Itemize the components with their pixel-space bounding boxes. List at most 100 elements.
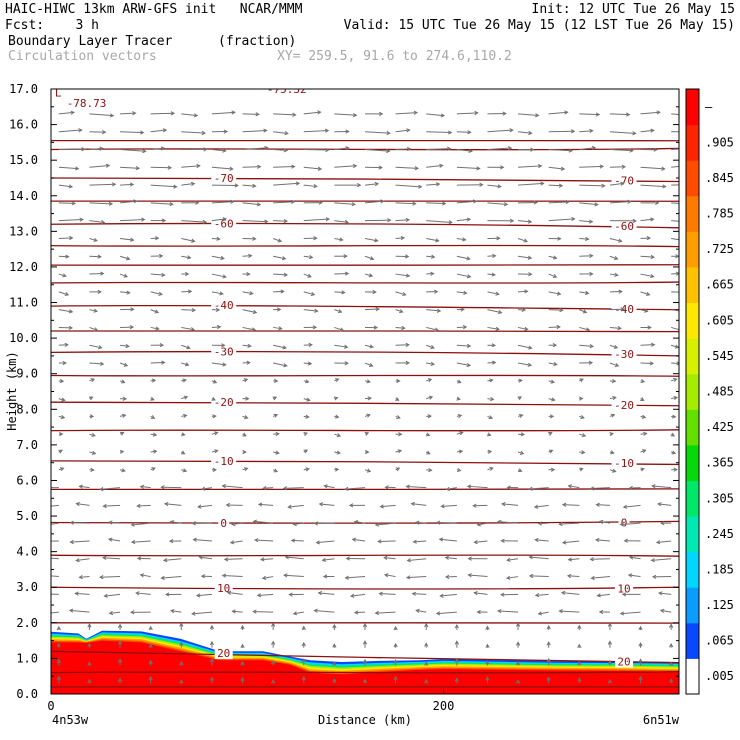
wind-vector-head — [160, 146, 166, 151]
wind-vector-head — [591, 145, 597, 151]
wind-vector — [579, 220, 593, 223]
wind-vector — [487, 326, 500, 330]
wind-vector — [474, 592, 488, 595]
wind-vector-head — [117, 640, 123, 645]
wind-vector — [609, 344, 618, 349]
wind-vector-head — [430, 345, 435, 350]
wind-vector-head — [87, 661, 92, 666]
wind-vector-head — [632, 218, 637, 224]
wind-vector — [108, 538, 121, 542]
wind-vector-head — [191, 238, 196, 243]
wind-vector-head — [179, 641, 184, 646]
wind-vector-head — [78, 484, 83, 489]
wind-vector-head — [435, 611, 441, 616]
wind-vector — [334, 220, 349, 223]
y-tick-label: 1.0 — [16, 651, 38, 665]
wind-vector-head — [540, 181, 545, 186]
wind-vector-head — [642, 449, 647, 454]
wind-vector-head — [132, 111, 137, 116]
wind-vector — [395, 309, 403, 313]
wind-vector — [609, 362, 619, 367]
wind-vector — [120, 218, 145, 222]
wind-vector-head — [307, 273, 312, 278]
wind-vector-head — [191, 307, 197, 313]
wind-vector — [671, 148, 679, 150]
wind-vector — [640, 309, 648, 312]
wind-vector-head — [405, 360, 411, 365]
wind-vector — [579, 184, 605, 187]
wind-vector — [150, 202, 173, 205]
wind-vector-head — [318, 200, 323, 205]
wind-vector-head — [119, 449, 125, 455]
wind-vector-head — [366, 468, 372, 473]
wind-vector-head — [585, 290, 590, 295]
wind-vector-head — [457, 413, 463, 419]
wind-vector-head — [231, 609, 236, 614]
wind-vector — [58, 184, 73, 188]
wind-vector-head — [163, 501, 169, 507]
wind-vector-head — [414, 166, 420, 171]
wind-vector-head — [607, 679, 613, 684]
y-tick-label: 15.0 — [9, 153, 38, 167]
wind-vector — [671, 113, 679, 116]
wind-vector — [318, 592, 335, 595]
wind-vector-head — [589, 344, 595, 349]
wind-vector — [395, 166, 419, 169]
contour-label: 0 — [220, 517, 227, 530]
wind-vector-head — [424, 661, 429, 666]
wind-vector-head — [537, 611, 543, 616]
wind-vector-head — [305, 467, 310, 472]
wind-vector-head — [427, 414, 432, 419]
wind-vector — [640, 111, 660, 115]
wind-vector — [199, 556, 212, 560]
wind-vector-head — [657, 591, 663, 596]
wind-vector-head — [87, 623, 92, 628]
wind-vector — [596, 539, 610, 542]
wind-vector — [426, 344, 435, 349]
wind-vector-head — [282, 345, 287, 350]
wind-vector-head — [611, 378, 617, 384]
wind-vector-head — [108, 520, 113, 525]
wind-vector-head — [170, 608, 175, 614]
wind-vector-head — [673, 377, 678, 382]
wind-vector-head — [621, 592, 627, 597]
wind-vector-head — [537, 521, 543, 526]
wind-vector — [426, 273, 434, 275]
wind-vector — [487, 291, 499, 295]
wind-vector-head — [283, 573, 288, 578]
wind-vector-head — [517, 396, 523, 401]
wind-vector-head — [369, 256, 375, 261]
wind-vector — [599, 520, 611, 524]
wind-vector-head — [117, 677, 123, 683]
wind-vector — [76, 558, 90, 562]
wind-vector-head — [579, 378, 584, 383]
wind-vector-head — [211, 396, 216, 401]
contour-label-bg — [611, 457, 637, 470]
wind-vector — [395, 219, 410, 222]
wind-vector-head — [596, 593, 601, 598]
tracer-band-max — [51, 640, 679, 694]
wind-vector-head — [332, 623, 337, 629]
wind-vector — [456, 255, 470, 260]
wind-vector — [242, 129, 267, 133]
wind-vector-head — [151, 378, 157, 383]
wind-vector-head — [130, 522, 135, 527]
wind-vector-head — [378, 591, 383, 596]
wind-vector — [517, 362, 532, 366]
contour-label: 20 — [617, 655, 630, 668]
wind-vector-head — [246, 360, 251, 365]
wind-vector-head — [179, 622, 184, 627]
wind-vector-head — [524, 289, 529, 294]
wind-vector-head — [674, 344, 679, 349]
wind-vector — [579, 130, 593, 133]
wind-vector — [426, 326, 439, 331]
wind-vector — [395, 112, 418, 115]
wind-vector-head — [252, 183, 257, 189]
wind-vector-head — [528, 573, 534, 579]
wind-vector-head — [669, 678, 674, 683]
wind-vector-head — [413, 110, 419, 115]
wind-vector — [487, 309, 502, 314]
wind-vector-head — [90, 467, 95, 473]
wind-vector-head — [386, 148, 391, 154]
wind-vector-head — [191, 611, 196, 616]
